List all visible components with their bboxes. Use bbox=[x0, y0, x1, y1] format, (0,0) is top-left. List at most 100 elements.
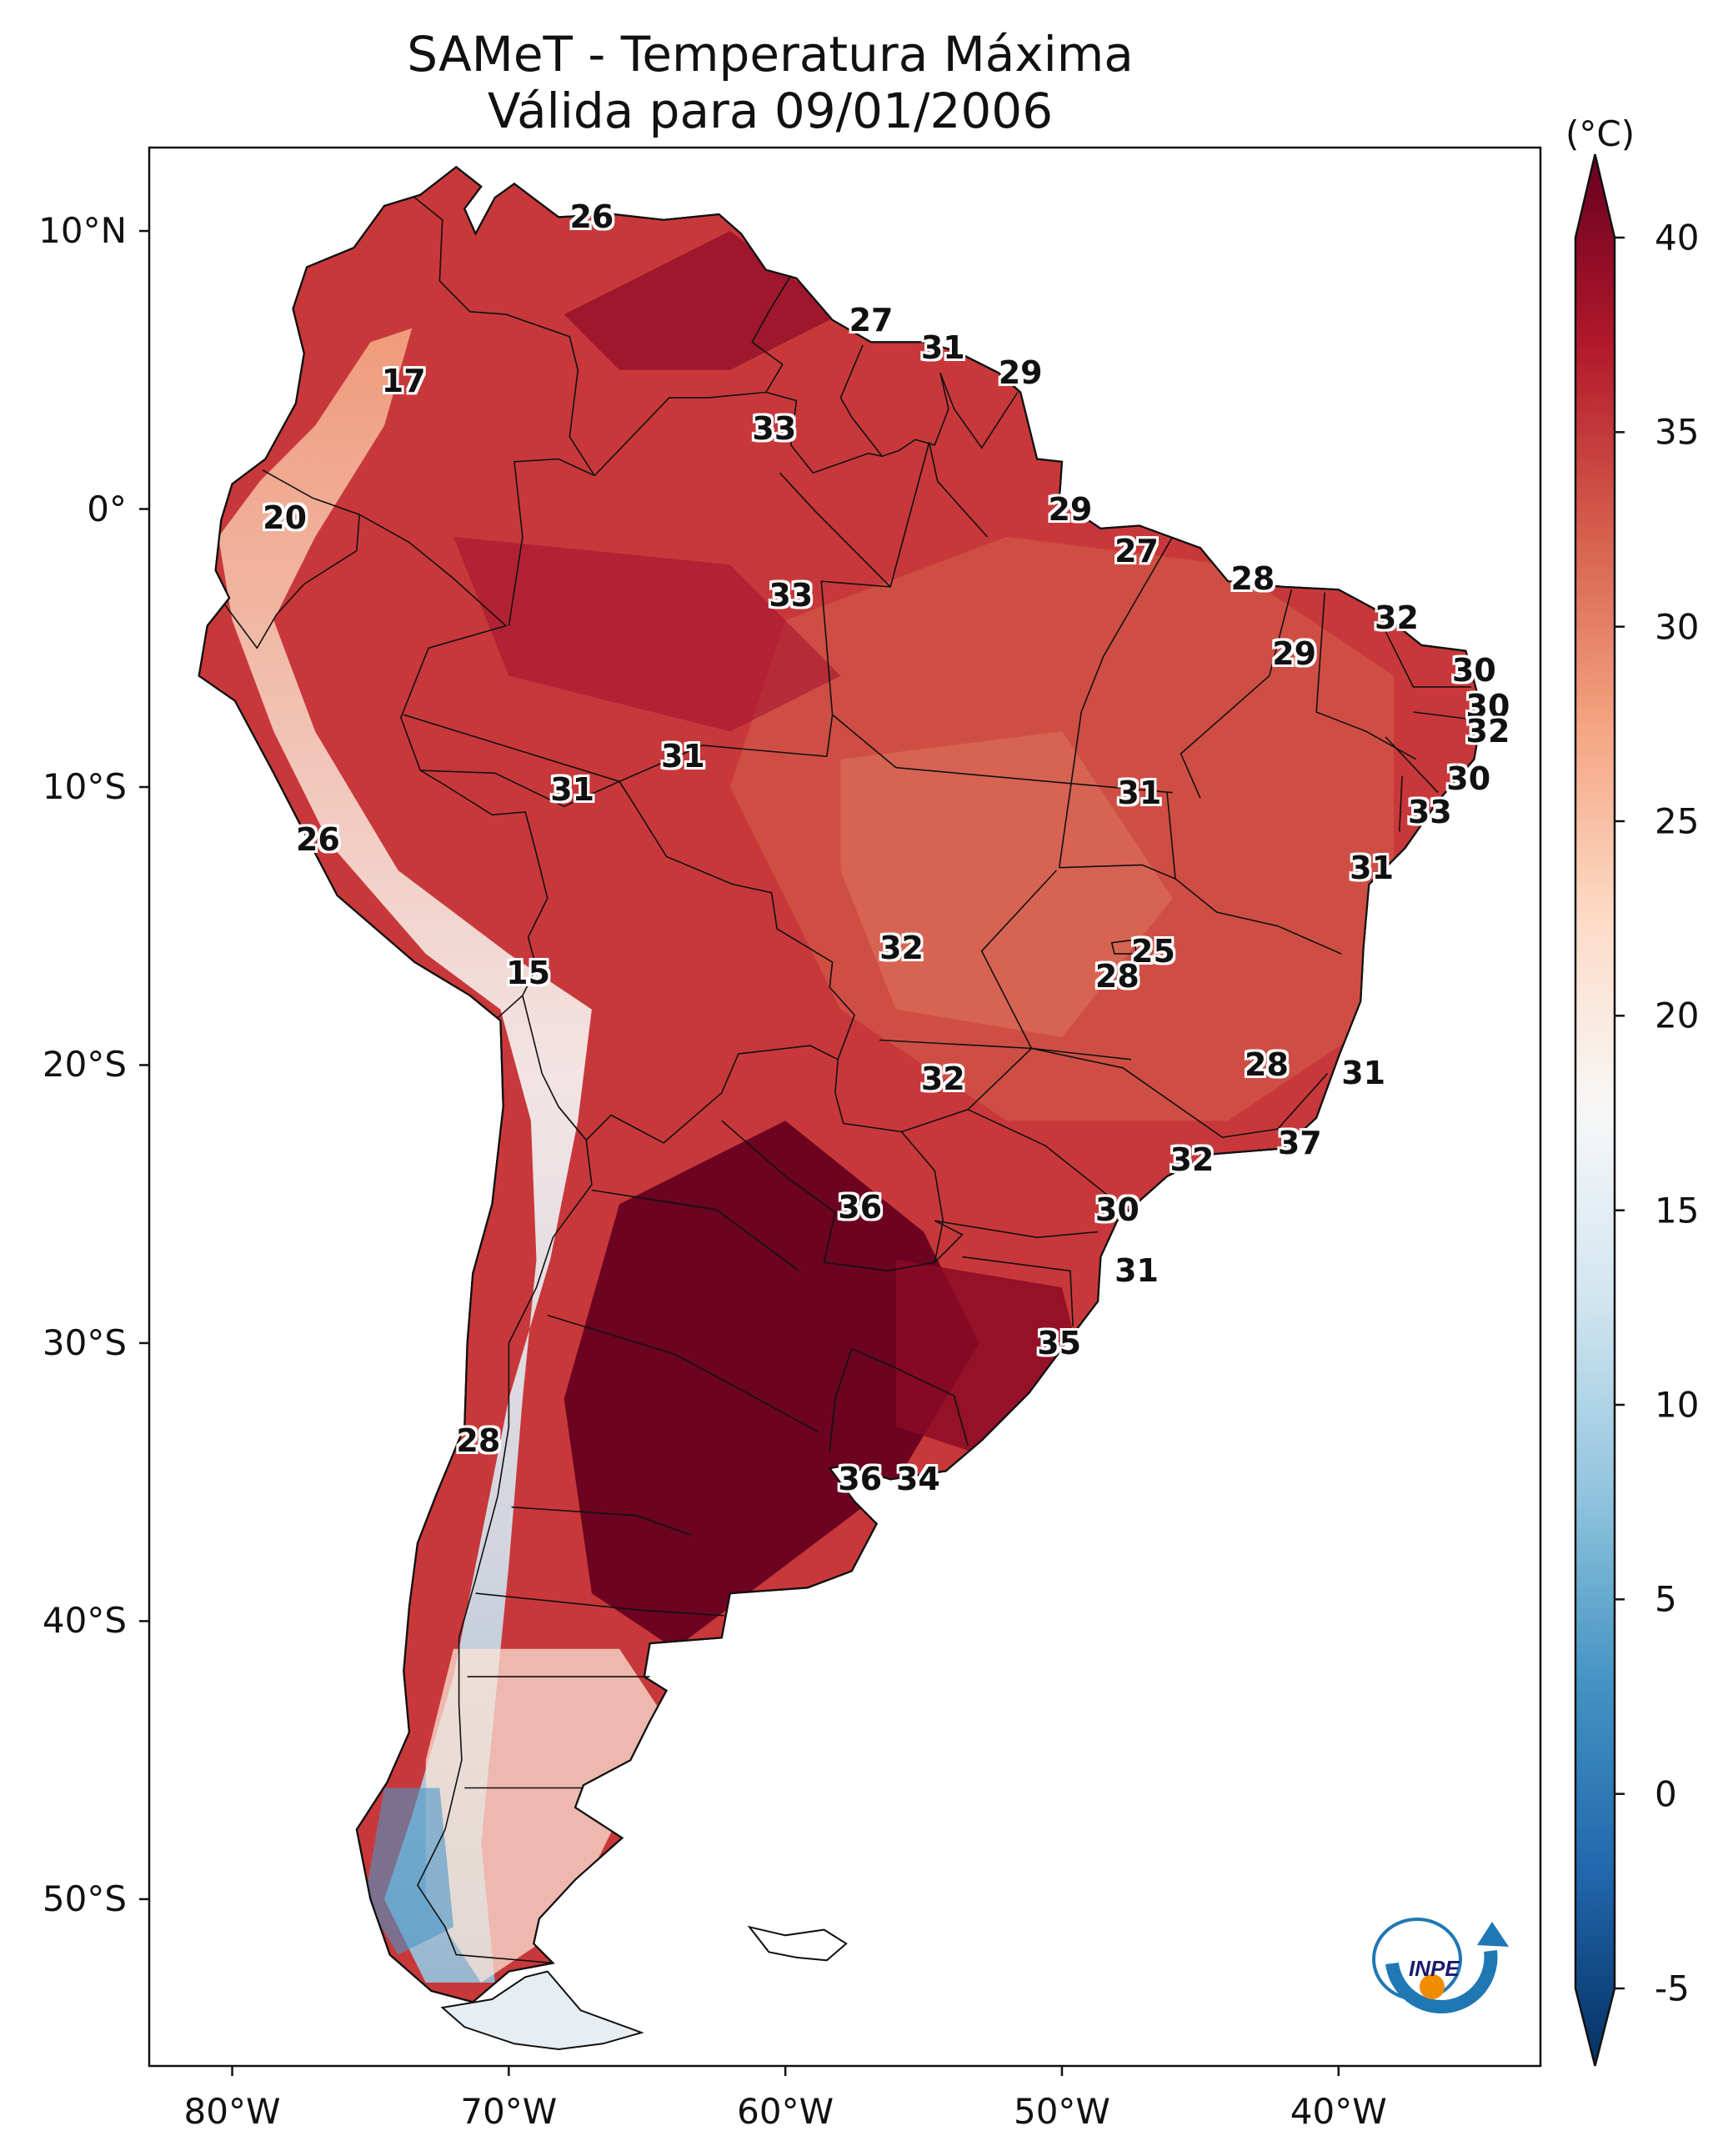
state-border bbox=[591, 1189, 800, 1271]
temperature-label: 31 bbox=[920, 329, 965, 367]
country-border bbox=[934, 1220, 964, 1263]
temperature-label: 20 bbox=[263, 499, 308, 536]
temperature-label: 27 bbox=[849, 301, 894, 338]
temperature-label: 32 bbox=[1465, 713, 1510, 750]
patagonia-shade bbox=[425, 1648, 675, 1983]
state-border bbox=[1180, 589, 1293, 799]
y-tick-label: 10°S bbox=[42, 766, 127, 807]
temperature-label: 26 bbox=[569, 198, 614, 236]
logo-text: INPE bbox=[1409, 1956, 1460, 1981]
logo-orbit-icon bbox=[1372, 1918, 1462, 2001]
state-border bbox=[779, 472, 891, 588]
temperature-label: 37 bbox=[1277, 1124, 1322, 1161]
temperature-label: 28 bbox=[1094, 957, 1139, 995]
state-border bbox=[962, 1256, 1074, 1326]
country-border bbox=[413, 197, 595, 476]
y-tick-label: 20°S bbox=[42, 1044, 127, 1086]
temperature-label: 31 bbox=[1341, 1055, 1386, 1092]
hot-core-shade bbox=[563, 1121, 979, 1649]
country-border bbox=[939, 372, 1019, 449]
continent-layer bbox=[198, 165, 1484, 2051]
state-border bbox=[1031, 1047, 1329, 1139]
temperature-label: 15 bbox=[506, 955, 551, 992]
state-border bbox=[1413, 711, 1480, 721]
temperature-label: 17 bbox=[381, 363, 426, 400]
temperature-label: 34 bbox=[895, 1461, 940, 1498]
temperature-label: 31 bbox=[1350, 849, 1395, 886]
temperature-label: 27 bbox=[1114, 532, 1159, 569]
temperature-label: 33 bbox=[1407, 794, 1452, 830]
temperature-label: 32 bbox=[1170, 1141, 1215, 1178]
colorbar-tick-label: 15 bbox=[1655, 1190, 1700, 1231]
colorbar-unit: (°C) bbox=[1565, 113, 1635, 154]
country-border bbox=[358, 514, 548, 1019]
inpe-logo: INPE bbox=[1372, 1918, 1509, 2013]
falkland-islands bbox=[747, 1925, 848, 1962]
state-border bbox=[928, 442, 988, 538]
axis-ticks bbox=[139, 229, 1340, 2076]
state-border bbox=[934, 1220, 1099, 1239]
state-border bbox=[1058, 536, 1174, 868]
country-border bbox=[420, 770, 856, 1144]
temperature-shading bbox=[218, 231, 1395, 1983]
country-borders bbox=[223, 197, 1480, 1964]
state-border bbox=[511, 1506, 692, 1536]
amazon-hot-shade bbox=[453, 536, 841, 732]
colorbar-body bbox=[1574, 153, 1616, 2067]
state-border bbox=[832, 714, 1173, 794]
temperature-label: 31 bbox=[1117, 774, 1162, 811]
state-border bbox=[980, 870, 1131, 1060]
temperature-label: 32 bbox=[879, 930, 924, 967]
colorbar bbox=[1574, 153, 1625, 2067]
x-tick-label: 60°W bbox=[737, 2091, 834, 2132]
colorbar-tick-label: -5 bbox=[1655, 1968, 1690, 2009]
colorbar-tick-label: 20 bbox=[1655, 995, 1700, 1036]
country-border bbox=[851, 1347, 969, 1447]
colorbar-tick-label: 5 bbox=[1655, 1578, 1677, 1620]
country-border bbox=[594, 391, 766, 477]
temperature-label: 29 bbox=[1272, 634, 1317, 672]
temperature-label: 33 bbox=[752, 409, 797, 447]
state-border bbox=[1315, 592, 1417, 760]
temperature-label: 28 bbox=[456, 1421, 501, 1459]
x-tick-label: 40°W bbox=[1290, 2091, 1387, 2132]
x-tick-label: 50°W bbox=[1013, 2091, 1110, 2132]
temperature-label: 31 bbox=[660, 738, 705, 775]
map-subtitle: Válida para 09/01/2006 bbox=[487, 83, 1054, 139]
temperature-label: 28 bbox=[1230, 559, 1275, 597]
mato-grosso-shade bbox=[840, 731, 1173, 1038]
country-border bbox=[829, 1348, 853, 1452]
temperature-label: 30 bbox=[1094, 1191, 1139, 1228]
y-tick-label: 30°S bbox=[42, 1321, 127, 1363]
state-border bbox=[1059, 864, 1176, 880]
state-border bbox=[475, 1592, 725, 1617]
y-tick-label: 10°N bbox=[38, 210, 127, 252]
colorbar-tick-label: 40 bbox=[1655, 217, 1700, 258]
state-border bbox=[1399, 775, 1403, 832]
country-border bbox=[416, 1106, 593, 1964]
temperature-label: 26 bbox=[295, 821, 340, 859]
country-border bbox=[508, 458, 595, 626]
temperature-label: 32 bbox=[920, 1060, 965, 1098]
country-border bbox=[721, 1059, 944, 1272]
temperature-label: 25 bbox=[1131, 932, 1175, 970]
temperature-label: 30 bbox=[1446, 760, 1491, 797]
temperature-label: 36 bbox=[838, 1461, 883, 1498]
y-tick-label: 40°S bbox=[42, 1600, 127, 1642]
colorbar-tick-label: 35 bbox=[1655, 411, 1700, 453]
temperature-label: 29 bbox=[998, 354, 1043, 392]
temperature-label: 28 bbox=[1245, 1046, 1289, 1084]
temperature-label: 31 bbox=[1114, 1252, 1159, 1290]
state-border bbox=[967, 1109, 1113, 1200]
colorbar-tick-label: 30 bbox=[1655, 606, 1700, 648]
state-border bbox=[1385, 736, 1439, 794]
colorbar-tick-label: 0 bbox=[1655, 1773, 1677, 1815]
temperature-label: 29 bbox=[1048, 490, 1093, 528]
state-border bbox=[1110, 939, 1138, 955]
tierra-del-fuego bbox=[440, 1970, 644, 2051]
colorbar-tick-label: 25 bbox=[1655, 800, 1700, 842]
x-tick-label: 70°W bbox=[460, 2091, 558, 2132]
state-border bbox=[403, 714, 620, 783]
